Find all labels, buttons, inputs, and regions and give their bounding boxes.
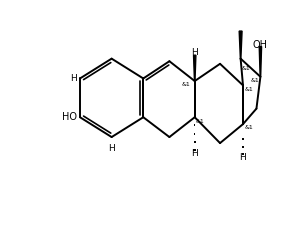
Text: H: H (191, 48, 198, 57)
Text: OH: OH (253, 40, 268, 50)
Text: &1: &1 (250, 78, 259, 83)
Text: &1: &1 (244, 125, 253, 130)
Text: &1: &1 (244, 87, 253, 92)
Text: HO: HO (62, 112, 77, 122)
Text: H: H (108, 144, 115, 153)
Polygon shape (239, 31, 242, 59)
Polygon shape (193, 55, 196, 81)
Text: &1: &1 (242, 66, 251, 71)
Text: &1: &1 (196, 119, 205, 124)
Text: H: H (239, 153, 246, 162)
Text: H: H (70, 74, 77, 83)
Text: &1: &1 (182, 82, 191, 87)
Text: H: H (191, 149, 198, 158)
Polygon shape (259, 47, 262, 77)
